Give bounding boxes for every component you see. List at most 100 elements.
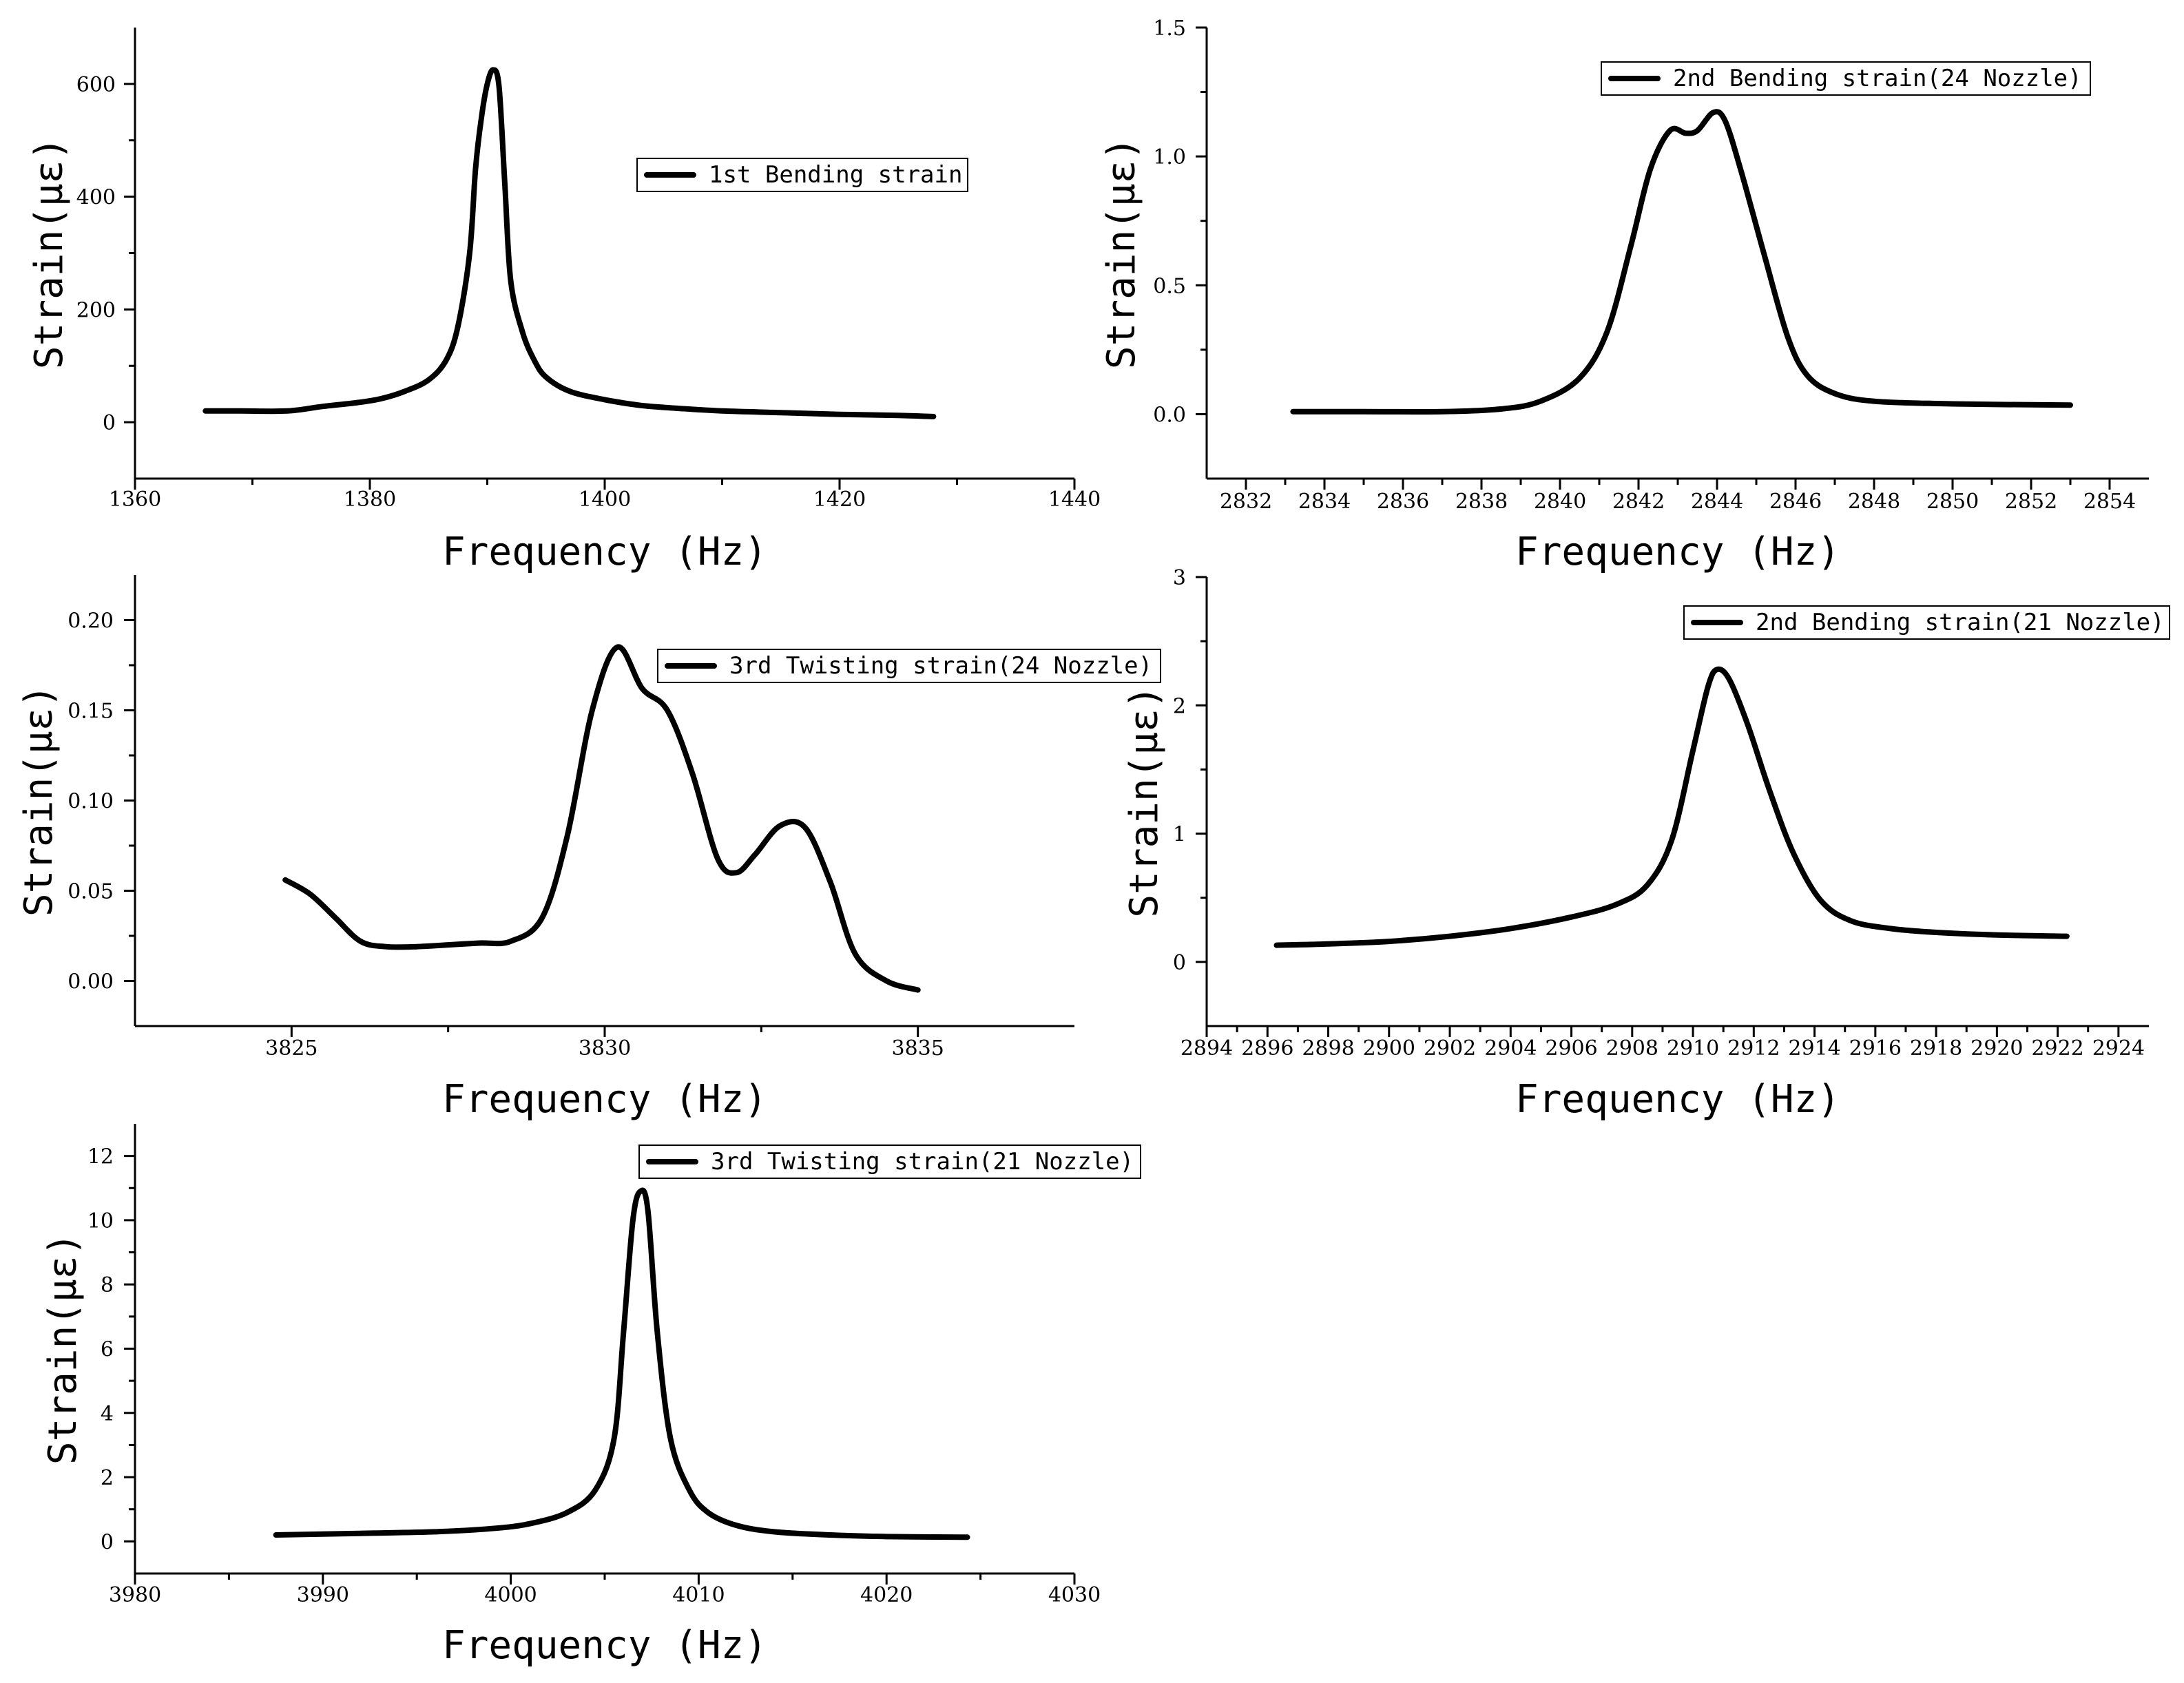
x-tick-label: 2848: [1848, 490, 1900, 514]
y-axis-title: Strain(με): [1122, 685, 1167, 917]
y-tick-label: 0.0: [1153, 403, 1186, 427]
chart-panel-3: 3825 3830 3835 0.00 0.05 0.10 0.15 0.20 Frequenc…: [17, 575, 1161, 1122]
y-tick-label: 1.5: [1153, 17, 1186, 41]
chart-panel-5: 3980 3990 4000 4010 4020 4030 0 2 4 6 8 10 12 Frequen…: [41, 1124, 1141, 1668]
y-tick-label: 600: [76, 73, 116, 97]
x-tick-label: 2912: [1727, 1036, 1780, 1060]
legend-box: [638, 1144, 1141, 1179]
x-tick-label: 1440: [1048, 488, 1101, 512]
x-axis-title: Frequency (Hz): [1515, 1077, 1840, 1122]
x-tick-label: 2838: [1455, 490, 1508, 514]
y-tick-label: 4: [101, 1402, 114, 1426]
chart-panel-4: 2894 2896 2898 2900 2902 2904 2906 2908 2910 2912…: [1122, 566, 2170, 1122]
x-tick-label: 2894: [1181, 1036, 1233, 1060]
chart-panel-2: 2832 2834 2836 2838 2840 2842 2844 2846 2848 2850…: [1099, 17, 2149, 574]
x-tick-label: 1400: [579, 488, 631, 512]
legend-label: 2nd Bending strain(24 Nozzle): [1673, 65, 2082, 92]
legend-label: 3rd Twisting strain(24 Nozzle): [729, 652, 1152, 680]
x-axis-title: Frequency (Hz): [442, 1623, 767, 1668]
y-tick-label: 0.20: [67, 609, 114, 634]
y-tick-label: 0: [103, 411, 116, 435]
x-tick-label: 4030: [1048, 1583, 1101, 1607]
x-tick-label: 2850: [1926, 490, 1979, 514]
y-axis-title: Strain(με): [41, 1233, 85, 1465]
y-tick-label: 10: [87, 1209, 114, 1233]
legend-box: [657, 649, 1161, 683]
x-tick-label: 2898: [1302, 1036, 1354, 1060]
y-tick-label: 1: [1173, 823, 1186, 847]
y-tick-label: 400: [76, 186, 116, 210]
series-line: [1273, 666, 2070, 948]
legend: 2nd Bending strain(21 Nozzle): [1683, 605, 2170, 640]
x-tick-label: 2840: [1534, 490, 1586, 514]
legend: 2nd Bending strain(24 Nozzle): [1601, 61, 2091, 96]
y-axis-title: Strain(με): [1099, 137, 1144, 369]
y-tick-label: 0.05: [67, 880, 114, 904]
legend: 3rd Twisting strain(21 Nozzle): [638, 1144, 1141, 1179]
x-tick-label: 2852: [2005, 490, 2057, 514]
x-axis-title: Frequency (Hz): [442, 1077, 767, 1122]
x-tick-label: 4010: [672, 1583, 725, 1607]
y-tick-label: 8: [101, 1273, 114, 1297]
x-tick-label: 2902: [1424, 1036, 1476, 1060]
chart-panel-1: 1360 1380 1400 1420 1440 0 200 400 600 Frequency …: [27, 28, 1101, 574]
x-tick-label: 2914: [1788, 1036, 1840, 1060]
x-tick-label: 2896: [1241, 1036, 1293, 1060]
series-line: [282, 644, 921, 993]
x-axis-title: Frequency (Hz): [442, 530, 767, 574]
x-tick-label: 4000: [484, 1583, 537, 1607]
y-tick-label: 12: [87, 1145, 114, 1169]
y-tick-label: 0: [101, 1530, 114, 1554]
y-axis-title: Strain(με): [27, 137, 72, 369]
y-tick-label: 0.15: [67, 700, 114, 724]
x-tick-label: 3830: [579, 1036, 631, 1060]
y-tick-label: 1.0: [1153, 145, 1186, 169]
x-tick-label: 1420: [813, 488, 866, 512]
legend-box: [636, 158, 968, 192]
x-tick-label: 2906: [1545, 1036, 1597, 1060]
legend-label: 3rd Twisting strain(21 Nozzle): [711, 1148, 1134, 1175]
y-tick-label: 200: [76, 298, 116, 322]
x-tick-label: 3835: [891, 1036, 944, 1060]
series-line: [273, 1187, 970, 1540]
x-tick-label: 4020: [860, 1583, 913, 1607]
y-tick-label: 2: [1173, 694, 1186, 718]
legend-label: 1st Bending strain: [709, 161, 962, 189]
legend: 1st Bending strain: [636, 158, 968, 192]
x-tick-label: 2916: [1849, 1036, 1902, 1060]
x-tick-label: 2834: [1298, 490, 1351, 514]
x-tick-label: 2900: [1363, 1036, 1415, 1060]
x-axis-title: Frequency (Hz): [1515, 530, 1840, 574]
x-tick-label: 2844: [1691, 490, 1743, 514]
legend-label: 2nd Bending strain(21 Nozzle): [1756, 609, 2165, 636]
legend-box: [1601, 61, 2091, 96]
y-tick-label: 0.10: [67, 790, 114, 814]
y-tick-label: 6: [101, 1338, 114, 1362]
y-tick-label: 3: [1173, 566, 1186, 590]
x-tick-label: 1360: [109, 488, 161, 512]
x-tick-label: 2846: [1769, 490, 1822, 514]
x-tick-label: 3825: [265, 1036, 318, 1060]
x-tick-label: 1380: [344, 488, 396, 512]
y-tick-label: 0: [1173, 951, 1186, 975]
x-tick-label: 2904: [1484, 1036, 1537, 1060]
y-tick-label: 0.5: [1153, 274, 1186, 298]
x-tick-label: 2910: [1667, 1036, 1719, 1060]
x-tick-label: 2920: [1970, 1036, 2023, 1060]
x-tick-label: 3990: [297, 1583, 349, 1607]
legend: 3rd Twisting strain(24 Nozzle): [657, 649, 1161, 683]
x-tick-label: 2854: [2083, 490, 2136, 514]
y-tick-label: 0.00: [67, 970, 114, 994]
x-tick-label: 3980: [109, 1583, 161, 1607]
x-tick-label: 2924: [2092, 1036, 2145, 1060]
x-tick-label: 2832: [1220, 490, 1272, 514]
x-tick-label: 2842: [1612, 490, 1665, 514]
legend-box: [1683, 605, 2170, 640]
x-tick-label: 2922: [2031, 1036, 2083, 1060]
x-tick-label: 2918: [1910, 1036, 1962, 1060]
series-line: [202, 67, 937, 419]
series-line: [1290, 109, 2073, 415]
x-tick-label: 2908: [1606, 1036, 1658, 1060]
y-axis-title: Strain(με): [17, 684, 61, 917]
